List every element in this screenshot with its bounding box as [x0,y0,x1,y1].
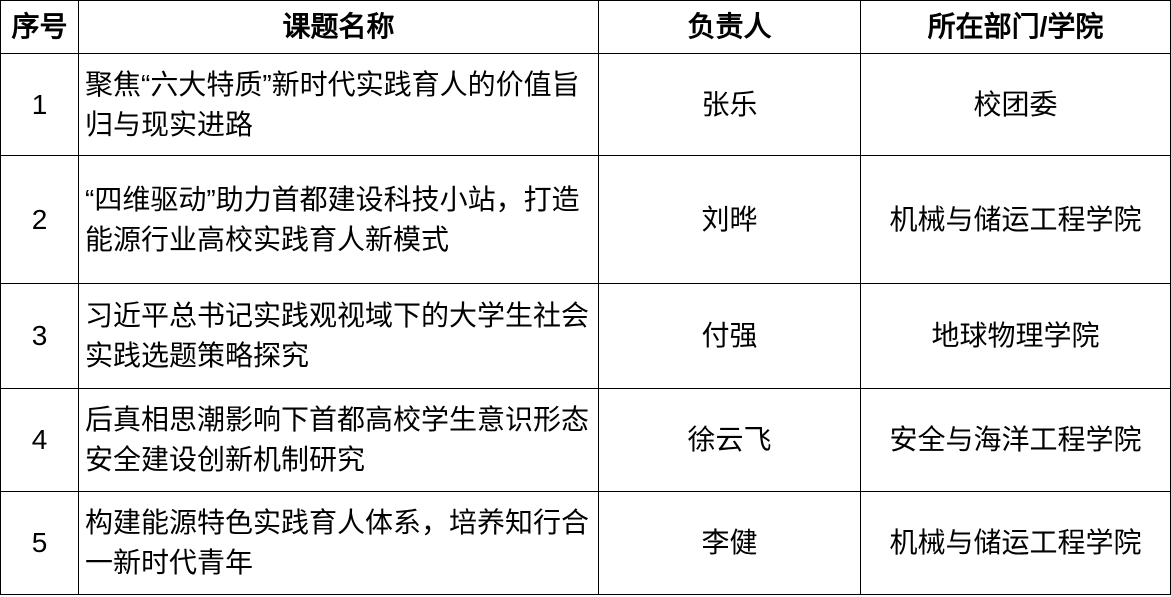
cell-dept: 安全与海洋工程学院 [860,388,1171,492]
header-dept: 所在部门/学院 [860,0,1171,54]
cell-no: 5 [0,491,79,595]
cell-title: 后真相思潮影响下首都高校学生意识形态安全建设创新机制研究 [78,388,599,492]
cell-title: 习近平总书记实践观视域下的大学生社会实践选题策略探究 [78,283,599,389]
cell-leader: 张乐 [598,53,861,156]
cell-leader: 付强 [598,283,861,389]
table-row: 2 “四维驱动”助力首都建设科技小站，打造能源行业高校实践育人新模式 刘晔 机械… [0,155,1171,284]
header-leader: 负责人 [598,0,861,54]
table-row: 1 聚焦“六大特质”新时代实践育人的价值旨归与现实进路 张乐 校团委 [0,53,1171,156]
cell-no: 4 [0,388,79,492]
table-row: 4 后真相思潮影响下首都高校学生意识形态安全建设创新机制研究 徐云飞 安全与海洋… [0,388,1171,492]
header-no: 序号 [0,0,79,54]
cell-dept: 校团委 [860,53,1171,156]
cell-leader: 刘晔 [598,155,861,284]
table-row: 5 构建能源特色实践育人体系，培养知行合一新时代青年 李健 机械与储运工程学院 [0,491,1171,595]
table-row: 3 习近平总书记实践观视域下的大学生社会实践选题策略探究 付强 地球物理学院 [0,283,1171,389]
cell-dept: 机械与储运工程学院 [860,155,1171,284]
cell-dept: 机械与储运工程学院 [860,491,1171,595]
cell-title: 构建能源特色实践育人体系，培养知行合一新时代青年 [78,491,599,595]
cell-leader: 徐云飞 [598,388,861,492]
cell-leader: 李健 [598,491,861,595]
cell-no: 1 [0,53,79,156]
header-row: 序号 课题名称 负责人 所在部门/学院 [0,0,1171,54]
cell-dept: 地球物理学院 [860,283,1171,389]
cell-title: 聚焦“六大特质”新时代实践育人的价值旨归与现实进路 [78,53,599,156]
header-title: 课题名称 [78,0,599,54]
cell-no: 2 [0,155,79,284]
cell-title: “四维驱动”助力首都建设科技小站，打造能源行业高校实践育人新模式 [78,155,599,284]
cell-no: 3 [0,283,79,389]
